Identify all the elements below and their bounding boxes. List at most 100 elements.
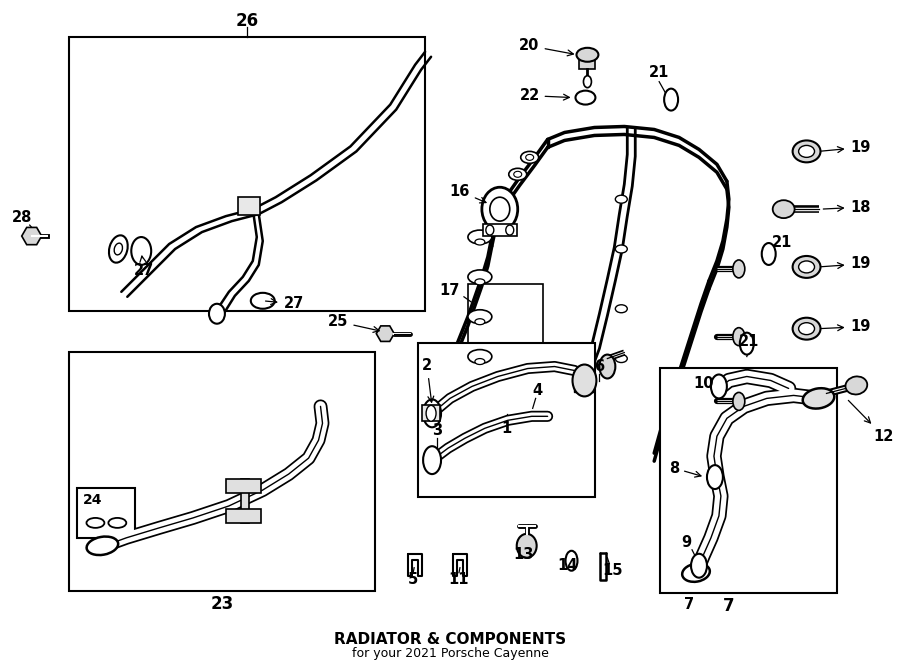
Ellipse shape	[793, 256, 821, 278]
Text: 15: 15	[602, 563, 623, 578]
Ellipse shape	[798, 145, 814, 157]
Text: 14: 14	[557, 559, 578, 573]
Bar	[468, 284, 543, 354]
Bar	[68, 352, 375, 591]
Ellipse shape	[682, 564, 710, 582]
Text: 25: 25	[328, 314, 379, 332]
Ellipse shape	[565, 551, 578, 570]
Ellipse shape	[114, 243, 122, 255]
Polygon shape	[22, 227, 41, 245]
Text: 20: 20	[519, 38, 573, 56]
Ellipse shape	[108, 518, 126, 528]
Ellipse shape	[733, 328, 745, 346]
Text: for your 2021 Porsche Cayenne: for your 2021 Porsche Cayenne	[352, 647, 548, 660]
Ellipse shape	[86, 537, 118, 555]
Ellipse shape	[691, 554, 707, 578]
Text: 23: 23	[211, 595, 233, 613]
Ellipse shape	[711, 375, 727, 399]
Ellipse shape	[506, 225, 514, 235]
Ellipse shape	[773, 200, 795, 218]
Bar	[580, 57, 596, 69]
Ellipse shape	[616, 305, 627, 313]
Ellipse shape	[572, 364, 597, 397]
Ellipse shape	[526, 155, 534, 161]
Ellipse shape	[475, 239, 485, 245]
Ellipse shape	[486, 225, 494, 235]
Text: 22: 22	[519, 88, 570, 103]
Bar	[483, 224, 517, 236]
Text: 2: 2	[422, 358, 434, 402]
Ellipse shape	[707, 465, 723, 489]
Text: 21: 21	[649, 65, 670, 80]
Text: 12: 12	[849, 401, 894, 444]
Ellipse shape	[251, 293, 274, 309]
Text: 27: 27	[134, 256, 155, 278]
Ellipse shape	[798, 323, 814, 334]
Bar	[574, 371, 594, 393]
Ellipse shape	[490, 197, 509, 221]
Text: 8: 8	[669, 461, 701, 477]
Ellipse shape	[475, 358, 485, 364]
Text: 4: 4	[533, 383, 543, 398]
Ellipse shape	[423, 446, 441, 474]
Ellipse shape	[514, 171, 522, 177]
Ellipse shape	[798, 261, 814, 273]
Bar	[226, 479, 261, 493]
Text: 13: 13	[514, 547, 534, 563]
Ellipse shape	[740, 332, 754, 354]
Text: 7: 7	[723, 597, 734, 615]
Ellipse shape	[733, 393, 745, 410]
Text: 21: 21	[771, 235, 792, 249]
Ellipse shape	[468, 270, 491, 284]
Text: 21: 21	[739, 334, 759, 349]
Ellipse shape	[793, 318, 821, 340]
Text: 5: 5	[408, 572, 418, 587]
Text: 18: 18	[824, 200, 871, 215]
Text: 1: 1	[501, 421, 512, 436]
Ellipse shape	[468, 350, 491, 364]
Ellipse shape	[517, 534, 536, 558]
Bar	[241, 479, 248, 523]
Ellipse shape	[616, 195, 627, 203]
Ellipse shape	[86, 518, 104, 528]
Text: 19: 19	[822, 140, 871, 155]
Text: RADIATOR & COMPONENTS: RADIATOR & COMPONENTS	[334, 632, 566, 647]
Ellipse shape	[845, 376, 868, 395]
Ellipse shape	[803, 388, 834, 408]
Ellipse shape	[131, 237, 151, 265]
Bar	[68, 37, 425, 311]
Ellipse shape	[475, 319, 485, 325]
Ellipse shape	[616, 245, 627, 253]
Text: 19: 19	[822, 319, 871, 334]
Ellipse shape	[475, 279, 485, 285]
Ellipse shape	[468, 230, 491, 244]
Ellipse shape	[482, 187, 517, 231]
Text: 19: 19	[822, 256, 871, 272]
Text: 16: 16	[449, 184, 486, 203]
Bar	[661, 368, 837, 593]
Ellipse shape	[583, 76, 591, 88]
Ellipse shape	[508, 169, 526, 180]
Text: 26: 26	[235, 12, 258, 30]
Text: 7: 7	[684, 597, 694, 612]
Text: 6: 6	[594, 359, 605, 374]
Ellipse shape	[423, 399, 441, 427]
Bar	[226, 509, 261, 523]
Ellipse shape	[616, 354, 627, 362]
Text: 10: 10	[693, 376, 714, 391]
Ellipse shape	[426, 405, 436, 421]
Ellipse shape	[761, 243, 776, 265]
Polygon shape	[376, 326, 394, 342]
Bar	[238, 197, 260, 215]
Ellipse shape	[664, 89, 678, 110]
Ellipse shape	[521, 151, 538, 163]
Text: 27: 27	[266, 296, 304, 311]
Ellipse shape	[468, 310, 491, 324]
Ellipse shape	[733, 260, 745, 278]
Text: 9: 9	[681, 535, 691, 551]
Text: 17: 17	[439, 284, 460, 298]
Ellipse shape	[109, 235, 128, 262]
Bar	[422, 405, 440, 421]
Bar	[418, 342, 596, 497]
Text: 3: 3	[432, 423, 442, 438]
